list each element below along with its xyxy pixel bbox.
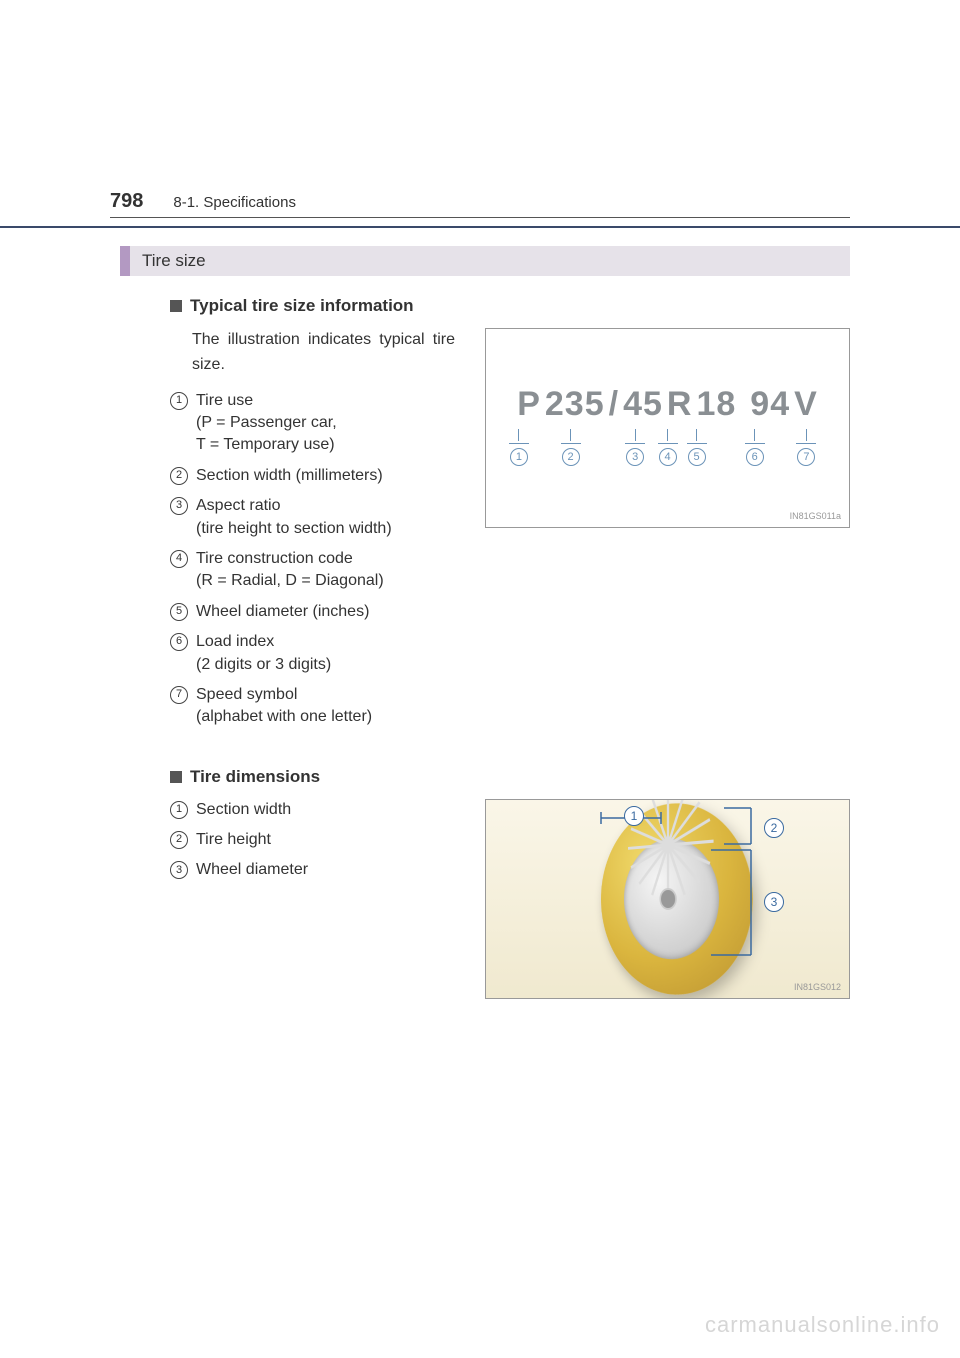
code-indicator: 1 bbox=[509, 429, 529, 466]
section-path: 8-1. Specifications bbox=[173, 194, 296, 211]
list-item-title: Tire construction code bbox=[196, 550, 353, 567]
code-indicator: 4 bbox=[658, 429, 678, 466]
list-item-body: Wheel diameter (inches) bbox=[196, 601, 369, 623]
list-item-sub: (P = Passenger car, bbox=[196, 412, 337, 434]
tire-info-left-col: The illustration indicates typical tire … bbox=[170, 328, 455, 737]
circled-number-icon: 2 bbox=[170, 831, 188, 849]
list-item: 2 Tire height bbox=[170, 829, 455, 851]
list-item-title: Section width bbox=[196, 799, 291, 821]
list-item-body: Aspect ratio (tire height to section widt… bbox=[196, 495, 392, 540]
circled-number-icon: 5 bbox=[170, 603, 188, 621]
tire-code-part: V bbox=[792, 385, 820, 424]
circled-number-icon: 3 bbox=[626, 448, 644, 466]
tire-code-part: 18 bbox=[694, 385, 738, 424]
dim-callout-2: 2 bbox=[764, 818, 784, 838]
code-indicator: 2 bbox=[561, 429, 581, 466]
circled-number-icon: 6 bbox=[170, 633, 188, 651]
page-number: 798 bbox=[110, 190, 143, 213]
figure-tire-code: P235/45R1894V 1234567 IN81GS011a bbox=[485, 328, 850, 528]
dim-left-col: 1 Section width 2 Tire height 3 Wheel diamete… bbox=[170, 799, 455, 890]
circled-number-icon: 2 bbox=[562, 448, 580, 466]
dim-callout-3: 3 bbox=[764, 892, 784, 912]
code-indicator: 3 bbox=[625, 429, 645, 466]
circled-number-icon: 6 bbox=[746, 448, 764, 466]
circled-number-icon: 1 bbox=[170, 392, 188, 410]
page-header: 798 8-1. Specifications bbox=[110, 190, 850, 218]
code-indicator: 6 bbox=[745, 429, 765, 466]
bullet-square-icon bbox=[170, 300, 182, 312]
dimension-lines bbox=[486, 800, 849, 998]
tire-code-text: P235/45R18 94V bbox=[486, 385, 849, 424]
code-indicator: 5 bbox=[687, 429, 707, 466]
list-item-body: Tire construction code (R = Radial, D = D… bbox=[196, 548, 384, 593]
circled-number-icon: 3 bbox=[170, 497, 188, 515]
code-indicator: 7 bbox=[796, 429, 816, 466]
watermark: carmanualsonline.info bbox=[705, 1312, 940, 1338]
circled-number-icon: 5 bbox=[688, 448, 706, 466]
list-item: 4 Tire construction code (R = Radial, D = … bbox=[170, 548, 455, 593]
circled-number-icon: 4 bbox=[170, 550, 188, 568]
tire-code-part: R bbox=[665, 385, 695, 424]
list-item-sub: (2 digits or 3 digits) bbox=[196, 654, 331, 676]
list-item-body: Tire use (P = Passenger car,T = Temporary… bbox=[196, 390, 337, 457]
circled-number-icon: 4 bbox=[659, 448, 677, 466]
dim-callout-1: 1 bbox=[624, 806, 644, 826]
list-item-title: Tire height bbox=[196, 829, 271, 851]
tire-code-part: P bbox=[515, 385, 543, 424]
list-item-body: Section width (millimeters) bbox=[196, 465, 383, 487]
tire-code-part: 235 bbox=[543, 385, 607, 424]
list-item-sub: (tire height to section width) bbox=[196, 518, 392, 540]
manual-page: 798 8-1. Specifications Tire size Typica… bbox=[0, 0, 960, 999]
list-item: 7 Speed symbol (alphabet with one letter) bbox=[170, 684, 455, 729]
list-item-sub: T = Temporary use) bbox=[196, 434, 337, 456]
section-heading: Tire size bbox=[120, 246, 850, 276]
list-item: 5 Wheel diameter (inches) bbox=[170, 601, 455, 623]
figure-id: IN81GS011a bbox=[790, 511, 841, 521]
list-item: 1 Tire use (P = Passenger car,T = Temporar… bbox=[170, 390, 455, 457]
subheading-tire-info: Typical tire size information bbox=[170, 296, 850, 316]
list-item: 3 Aspect ratio (tire height to section wid… bbox=[170, 495, 455, 540]
list-item-body: Speed symbol (alphabet with one letter) bbox=[196, 684, 372, 729]
circled-number-icon: 7 bbox=[797, 448, 815, 466]
subheading-tire-dimensions: Tire dimensions bbox=[170, 767, 850, 787]
circled-number-icon: 3 bbox=[170, 861, 188, 879]
list-item-title: Wheel diameter bbox=[196, 859, 308, 881]
circled-number-icon: 1 bbox=[510, 448, 528, 466]
figure-tire-dimensions: 1 2 3 IN81GS012 bbox=[485, 799, 850, 999]
tire-code-part: 94 bbox=[748, 385, 792, 424]
list-item-title: Aspect ratio bbox=[196, 497, 280, 514]
heading-label: Tire size bbox=[130, 246, 218, 276]
tire-code-part: 45 bbox=[621, 385, 665, 424]
header-divider bbox=[0, 226, 960, 228]
list-item: 1 Section width bbox=[170, 799, 455, 821]
list-item-sub: (R = Radial, D = Diagonal) bbox=[196, 570, 384, 592]
list-item-title: Speed symbol bbox=[196, 686, 297, 703]
circled-number-icon: 2 bbox=[170, 467, 188, 485]
circled-number-icon: 1 bbox=[170, 801, 188, 819]
subheading-label: Tire dimensions bbox=[190, 767, 320, 787]
list-item-sub: (alphabet with one letter) bbox=[196, 706, 372, 728]
list-item: 2 Section width (millimeters) bbox=[170, 465, 455, 487]
tire-info-intro: The illustration indicates typical tire … bbox=[192, 328, 455, 378]
tire-code-part: / bbox=[607, 385, 621, 424]
bullet-square-icon bbox=[170, 771, 182, 783]
list-item-title: Wheel diameter (inches) bbox=[196, 603, 369, 620]
subheading-label: Typical tire size information bbox=[190, 296, 414, 316]
figure-id: IN81GS012 bbox=[794, 982, 841, 992]
list-item-title: Tire use bbox=[196, 392, 253, 409]
list-item-body: Load index (2 digits or 3 digits) bbox=[196, 631, 331, 676]
list-item-title: Load index bbox=[196, 633, 274, 650]
heading-accent bbox=[120, 246, 130, 276]
circled-number-icon: 7 bbox=[170, 686, 188, 704]
list-item: 6 Load index (2 digits or 3 digits) bbox=[170, 631, 455, 676]
list-item-title: Section width (millimeters) bbox=[196, 467, 383, 484]
list-item: 3 Wheel diameter bbox=[170, 859, 455, 881]
